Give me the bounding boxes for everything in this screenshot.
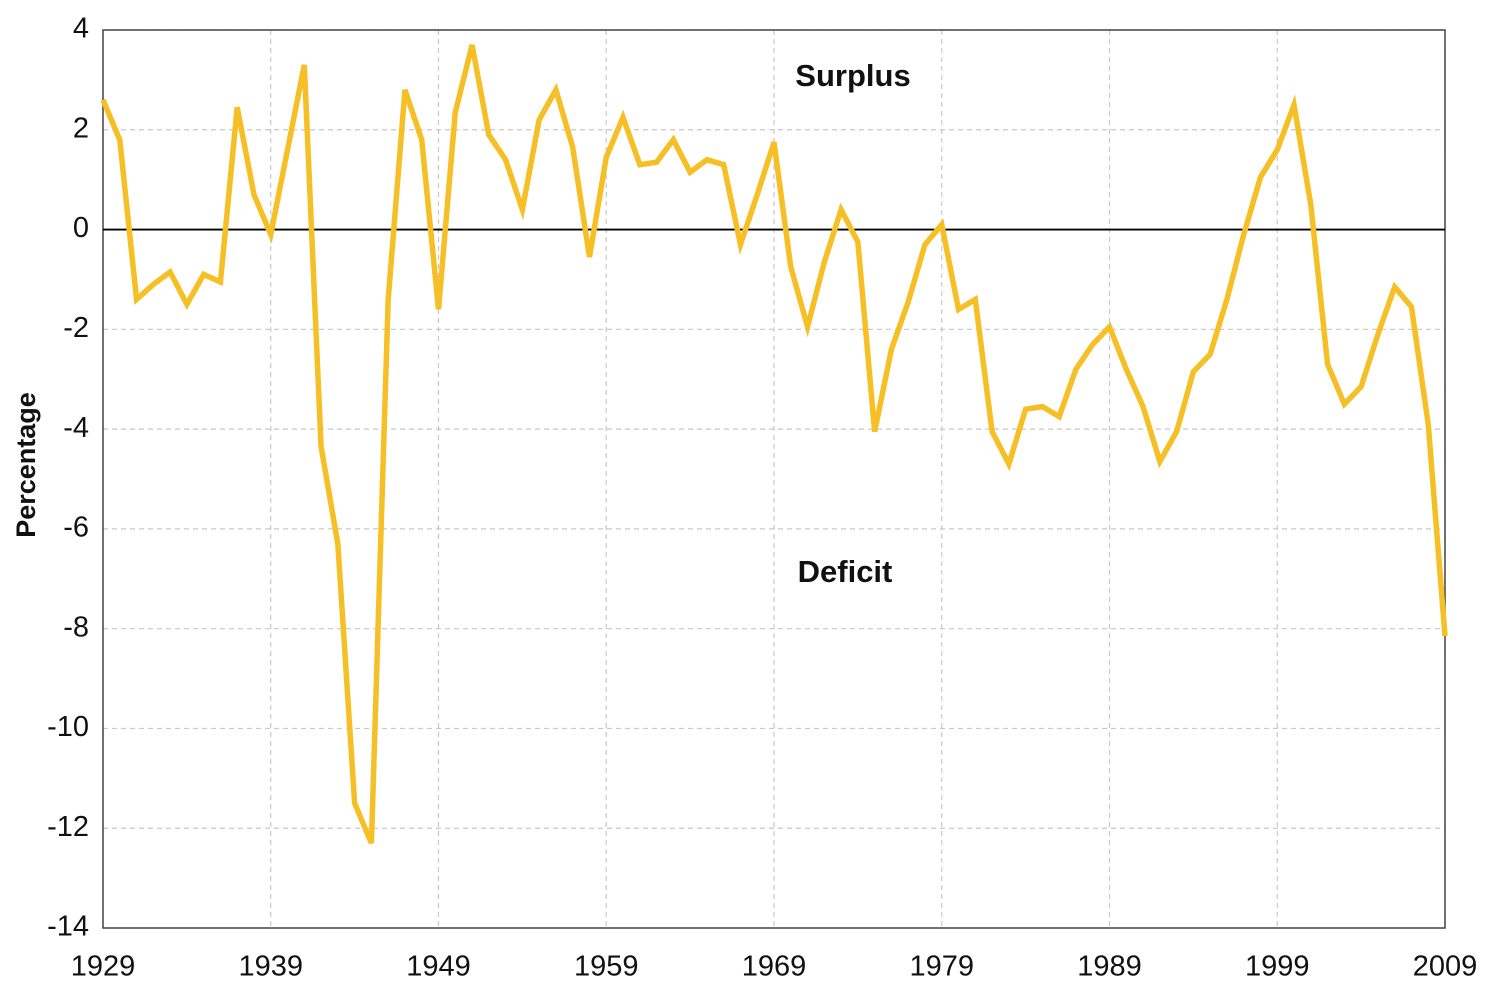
y-tick-label: -2 [63, 312, 89, 344]
annotation: Deficit [798, 554, 893, 589]
x-tick-label: 2009 [1413, 951, 1478, 983]
y-tick-label: -8 [63, 611, 89, 643]
x-tick-label: 1959 [574, 951, 639, 983]
x-tick-label: 1999 [1245, 951, 1310, 983]
data-line [100, 44, 1448, 845]
x-tick-label: 1989 [1077, 951, 1142, 983]
y-tick-label: -10 [47, 711, 89, 743]
x-tick-label: 1949 [406, 951, 471, 983]
y-tick-label: -12 [47, 811, 89, 843]
y-tick-label: 2 [73, 112, 89, 144]
x-tick-label: 1979 [909, 951, 974, 983]
x-tick-label: 1939 [238, 951, 303, 983]
y-tick-label: -6 [63, 512, 89, 544]
y-tick-label: 4 [73, 13, 89, 45]
y-tick-label: 0 [73, 212, 89, 244]
y-tick-label: -14 [47, 911, 89, 943]
x-tick-label: 1929 [71, 951, 136, 983]
y-axis-label: Percentage [11, 392, 41, 538]
annotation: Surplus [795, 58, 910, 93]
plot-frame [102, 29, 1446, 929]
x-tick-label: 1969 [742, 951, 807, 983]
y-tick-label: -4 [63, 412, 89, 444]
